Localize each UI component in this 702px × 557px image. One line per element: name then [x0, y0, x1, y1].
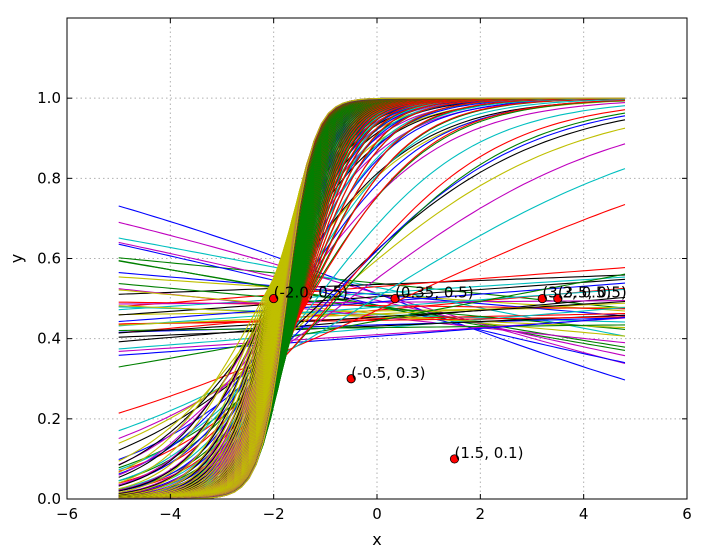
point-annotation: (1.5, 0.1)	[455, 444, 524, 462]
fit-curve	[118, 119, 626, 451]
x-tick-label: −4	[159, 505, 181, 523]
fit-curve	[118, 260, 626, 348]
data-point	[449, 454, 460, 464]
point-annotation: (3.5, 0.5)	[558, 284, 627, 302]
fit-curve	[118, 105, 626, 471]
y-tick-label: 0.6	[37, 250, 61, 268]
x-tick-label: 2	[476, 505, 486, 523]
fit-curve	[118, 272, 626, 317]
data-point	[553, 293, 563, 304]
fit-curve	[118, 324, 626, 332]
x-axis-label: x	[372, 530, 381, 549]
fit-curve	[118, 241, 626, 357]
axis-ticks: −6 −4 −2 0 2 4 6 0.0 0.2 0.4 0.6 0.8 1.0	[37, 18, 692, 523]
curves	[118, 97, 626, 500]
y-tick-label: 1.0	[37, 89, 61, 107]
fit-curve	[118, 97, 625, 495]
data-points	[269, 293, 563, 464]
y-tick-label: 0.2	[37, 410, 61, 428]
fit-curve	[118, 98, 626, 482]
point-annotations: (-2.0, 0.5) (0.35, 0.5) (-0.5, 0.3) (1.5, 0…	[274, 284, 627, 462]
y-axis-label: y	[7, 254, 26, 263]
fit-curve	[118, 100, 626, 462]
grid	[66, 18, 688, 500]
fit-curve	[118, 283, 626, 330]
fit-curve	[118, 98, 625, 490]
fit-curve	[118, 267, 626, 308]
x-tick-label: 4	[579, 505, 589, 523]
x-tick-label: −6	[56, 505, 78, 523]
fit-curve	[118, 203, 626, 414]
point-annotation: (-0.5, 0.3)	[351, 364, 425, 382]
data-point	[269, 293, 279, 304]
fit-curve	[118, 314, 626, 338]
x-tick-label: 6	[682, 505, 692, 523]
fit-curve	[118, 316, 626, 325]
data-point	[346, 374, 356, 384]
fit-curve	[118, 273, 626, 368]
fit-curve	[118, 306, 626, 350]
y-tick-label: 0.4	[37, 330, 61, 348]
fit-curve	[118, 276, 626, 311]
y-tick-label: 0.8	[37, 169, 61, 187]
point-annotation: (-2.0, 0.5)	[274, 284, 348, 302]
data-point	[390, 293, 400, 304]
fit-curve	[118, 97, 625, 500]
fit-curve	[118, 221, 626, 365]
y-tick-label: 0.0	[37, 490, 61, 508]
point-annotation: (3.2, 0.5)	[542, 284, 611, 302]
fit-curve	[118, 316, 626, 356]
fit-curve	[118, 300, 626, 334]
x-tick-label: −2	[263, 505, 285, 523]
fit-curve	[118, 99, 626, 484]
x-tick-label: 0	[372, 505, 382, 523]
fit-curve	[118, 102, 626, 466]
fit-curve	[118, 313, 626, 325]
point-annotation: (0.35, 0.5)	[395, 284, 474, 302]
data-point	[537, 293, 547, 304]
